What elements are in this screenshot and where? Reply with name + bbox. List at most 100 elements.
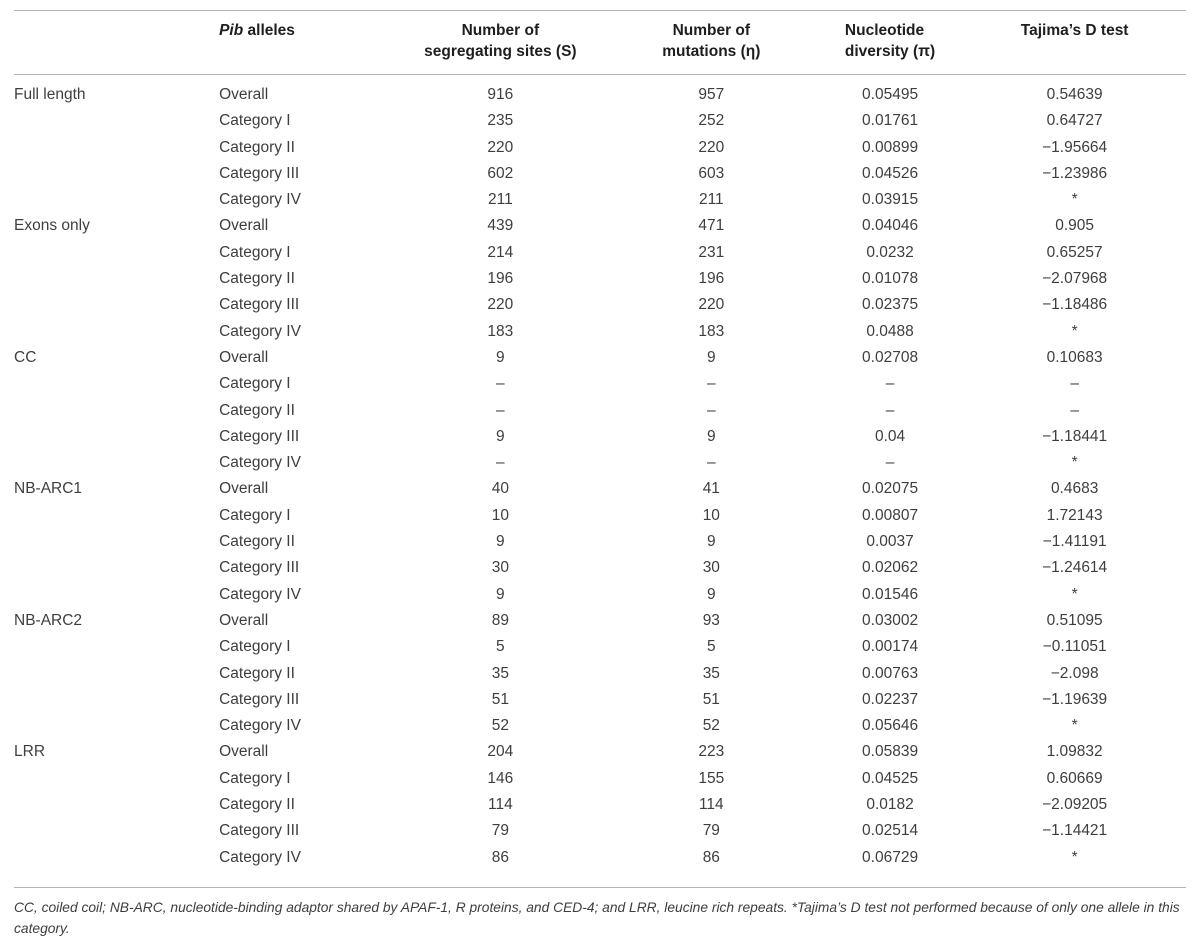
tajima-d-value: *: [1071, 191, 1078, 209]
allele-category-label: Category I: [219, 375, 291, 393]
region-label: [14, 135, 219, 161]
allele-category-label: Category III: [219, 559, 300, 577]
table-row: LRR Overall 204 223 0.05839 1.09832: [14, 739, 1186, 765]
nucleotide-diversity-value: 0.04046: [862, 217, 919, 235]
region-label: [14, 161, 219, 187]
allele-category-label: Category IV: [219, 848, 301, 866]
allele-category-label: Category IV: [219, 322, 301, 340]
nucleotide-diversity-value: 0.04526: [862, 164, 919, 182]
mutations-value: –: [707, 401, 716, 419]
nucleotide-diversity-value: 0.00899: [862, 138, 919, 156]
allele-category-label: Category I: [219, 638, 291, 656]
segregating-sites-value: 40: [491, 480, 509, 498]
segregating-sites-value: 9: [496, 585, 505, 603]
tajima-d-value: 0.10683: [1046, 348, 1103, 366]
mutations-value: 155: [698, 769, 725, 787]
segregating-sites-value: –: [496, 375, 505, 393]
table-row: Category III 9 9 0.04 −1.18441: [14, 424, 1186, 450]
segregating-sites-value: 30: [491, 559, 509, 577]
col-header-region: [14, 11, 219, 75]
tajima-d-value: 1.09832: [1046, 743, 1103, 761]
table-row: Category II 220 220 0.00899 −1.95664: [14, 135, 1186, 161]
tajima-d-value: 0.60669: [1046, 769, 1103, 787]
region-label: Exons only: [14, 217, 90, 235]
segregating-sites-value: 214: [487, 243, 514, 261]
mutations-value: 183: [698, 322, 725, 340]
nucleotide-diversity-value: 0.0488: [866, 322, 914, 340]
allele-category-label: Category III: [219, 164, 300, 182]
tajima-d-value: −1.41191: [1042, 533, 1107, 551]
mutations-value: 9: [707, 533, 716, 551]
mutations-value: 9: [707, 348, 716, 366]
mutations-value: 471: [698, 217, 725, 235]
nucleotide-diversity-value: 0.05839: [862, 743, 919, 761]
nucleotide-diversity-value: 0.01761: [862, 112, 919, 130]
tajima-d-value: −1.23986: [1042, 164, 1108, 182]
nucleotide-diversity-value: 0.0232: [866, 243, 914, 261]
diversity-stats-table: Pib alleles Number of segregating sites …: [14, 10, 1186, 888]
mutations-value: 252: [698, 112, 725, 130]
region-label: NB-ARC1: [14, 480, 83, 498]
mutations-value: 79: [702, 822, 720, 840]
tajima-d-value: −1.14421: [1042, 822, 1108, 840]
mutations-value: 223: [698, 743, 725, 761]
region-label: [14, 319, 219, 345]
col-header-mutations: Number of mutations (η): [606, 11, 817, 75]
table-row: Category III 30 30 0.02062 −1.24614: [14, 555, 1186, 581]
region-label: NB-ARC2: [14, 611, 83, 629]
tajima-d-value: 1.72143: [1046, 506, 1103, 524]
table-row: Category I 235 252 0.01761 0.64727: [14, 108, 1186, 134]
segregating-sites-value: 602: [487, 164, 514, 182]
alleles-label: alleles: [243, 22, 295, 39]
allele-category-label: Category I: [219, 506, 291, 524]
nucleotide-diversity-value: 0.02237: [862, 690, 919, 708]
tajima-d-value: –: [1070, 375, 1079, 393]
tajima-d-value: 0.65257: [1046, 243, 1103, 261]
segregating-sites-value: 196: [487, 270, 514, 288]
mutations-value: 231: [698, 243, 725, 261]
col-header-tajima: Tajima’s D test: [1020, 22, 1129, 39]
allele-category-label: Category IV: [219, 717, 301, 735]
nucleotide-diversity-value: 0.00763: [862, 664, 919, 682]
segregating-sites-header-line2: segregating sites (S): [424, 43, 577, 60]
region-label: [14, 529, 219, 555]
allele-category-label: Category I: [219, 112, 291, 130]
table-row: Category II 196 196 0.01078 −2.07968: [14, 266, 1186, 292]
table-row: Category II – – – –: [14, 398, 1186, 424]
table-row: Exons only Overall 439 471 0.04046 0.905: [14, 213, 1186, 239]
region-label: [14, 555, 219, 581]
region-label: [14, 818, 219, 844]
nucleotide-diversity-value: 0.00174: [862, 638, 919, 656]
allele-category-label: Category IV: [219, 454, 301, 472]
allele-category-label: Category I: [219, 243, 291, 261]
table-row: Category II 114 114 0.0182 −2.09205: [14, 792, 1186, 818]
table-row: Category III 79 79 0.02514 −1.14421: [14, 818, 1186, 844]
segregating-sites-value: 9: [496, 348, 505, 366]
nucleotide-diversity-value: 0.02375: [862, 296, 919, 314]
region-label: [14, 845, 219, 888]
table-footnote: CC, coiled coil; NB-ARC, nucleotide-bind…: [14, 899, 1180, 937]
table-row: Category III 220 220 0.02375 −1.18486: [14, 292, 1186, 318]
allele-category-label: Overall: [219, 480, 269, 498]
tajima-d-value: *: [1071, 848, 1078, 866]
header-row: Pib alleles Number of segregating sites …: [14, 11, 1186, 75]
segregating-sites-value: 204: [487, 743, 514, 761]
nucleotide-diversity-header-line2: diversity (π): [844, 43, 936, 60]
pib-italic-label: Pib: [219, 22, 244, 39]
mutations-value: 114: [698, 796, 724, 814]
nucleotide-diversity-header-line1: Nucleotide: [844, 22, 925, 39]
region-label: [14, 292, 219, 318]
allele-category-label: Overall: [219, 217, 269, 235]
segregating-sites-header-line1: Number of: [461, 22, 540, 39]
table-row: Category I 5 5 0.00174 −0.11051: [14, 634, 1186, 660]
nucleotide-diversity-value: 0.02075: [862, 480, 919, 498]
segregating-sites-value: 439: [487, 217, 514, 235]
tajima-d-value: *: [1071, 454, 1078, 472]
col-header-segregating-sites: Number of segregating sites (S): [395, 11, 606, 75]
region-label: [14, 766, 219, 792]
nucleotide-diversity-value: 0.05495: [862, 86, 919, 103]
mutations-value: 220: [698, 296, 725, 314]
region-label: [14, 371, 219, 397]
segregating-sites-value: –: [496, 401, 505, 419]
table-row: Category IV 9 9 0.01546 *: [14, 582, 1186, 608]
